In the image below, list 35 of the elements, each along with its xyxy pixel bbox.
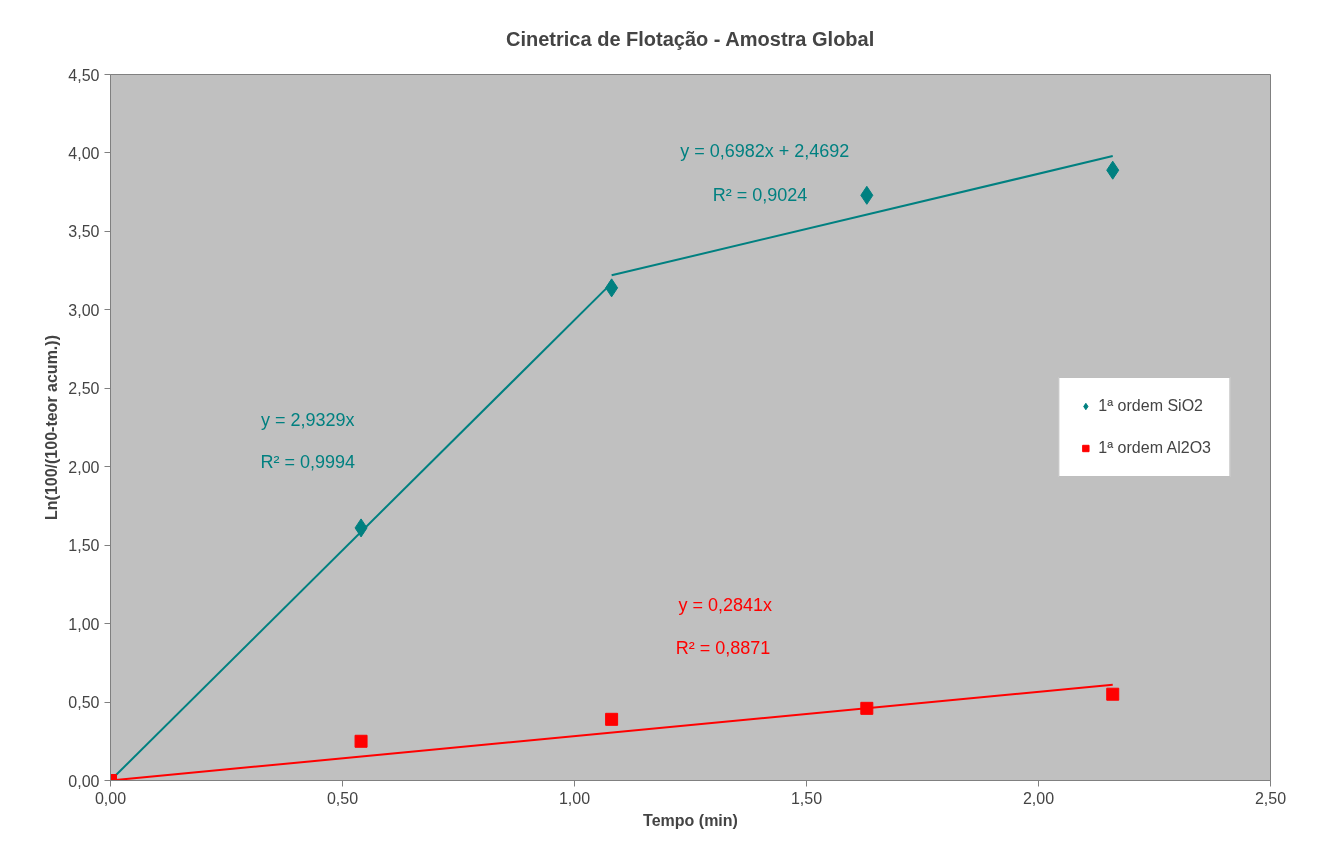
legend-label: 1ª ordem Al2O3 bbox=[1098, 439, 1211, 457]
annotation: y = 2,9329x bbox=[260, 409, 355, 430]
y-tick-label: 0,00 bbox=[68, 772, 100, 790]
y-tick-label: 2,00 bbox=[68, 458, 100, 476]
point bbox=[860, 185, 874, 205]
y-tick-label: 2,50 bbox=[68, 380, 100, 398]
y-tick-label: 1,50 bbox=[68, 537, 100, 555]
x-tick-label: 0,50 bbox=[326, 789, 359, 807]
x-tick-label: 1,50 bbox=[790, 789, 823, 807]
annotation: y = 0,2841x bbox=[678, 594, 773, 615]
annotation: R² = 0,9024 bbox=[712, 185, 808, 206]
y-tick-label: 1,00 bbox=[68, 615, 100, 633]
x-axis-title: Tempo (min) bbox=[643, 811, 738, 829]
annotation: R² = 0,9994 bbox=[260, 452, 355, 473]
y-tick-label: 3,00 bbox=[68, 301, 100, 319]
annotation: R² = 0,8871 bbox=[675, 638, 771, 659]
legend-label: 1ª ordem SiO2 bbox=[1098, 397, 1203, 415]
y-tick-label: 4,00 bbox=[68, 144, 100, 162]
point bbox=[605, 278, 619, 298]
point bbox=[354, 518, 368, 538]
y-axis-title: Ln(100/(100-teor acum.)) bbox=[43, 335, 61, 520]
x-tick-label: 2,50 bbox=[1254, 789, 1287, 807]
chart-title: Cinetrica de Flotação - Amostra Global bbox=[506, 27, 875, 50]
x-tick-label: 0,00 bbox=[94, 789, 127, 807]
point bbox=[354, 734, 368, 748]
annotation: y = 0,6982x + 2,4692 bbox=[680, 141, 850, 162]
point bbox=[1106, 160, 1120, 180]
y-tick-label: 3,50 bbox=[68, 223, 100, 241]
point bbox=[605, 712, 619, 726]
x-tick-label: 1,00 bbox=[558, 789, 591, 807]
point bbox=[1106, 687, 1120, 701]
y-tick-label: 4,50 bbox=[68, 66, 100, 84]
point bbox=[860, 701, 874, 715]
x-tick-label: 2,00 bbox=[1022, 789, 1055, 807]
y-tick-label: 0,50 bbox=[68, 694, 100, 712]
